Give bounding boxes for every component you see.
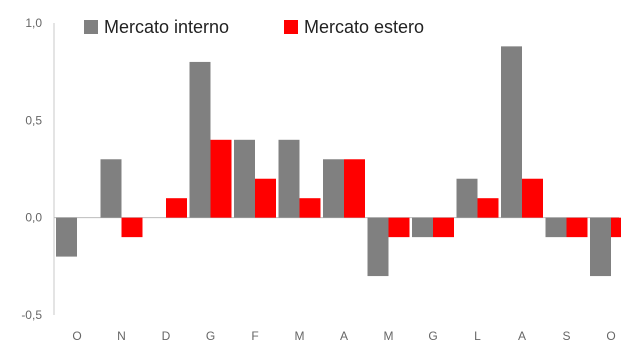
labels-layer: 1,0 0,5 0,0 -0,5 O N D G F M A M G L A S O (21, 16, 615, 343)
legend-swatch-mercato-interno (84, 20, 98, 34)
x-tick-label: F (251, 329, 258, 343)
bar-mercato-interno (367, 217, 389, 277)
bar-mercato-interno (100, 159, 122, 218)
bar-mercato-interno (234, 139, 255, 218)
y-tick-label: 0,5 (25, 113, 42, 127)
y-tick-label: 0,0 (25, 211, 42, 225)
bar-mercato-interno (545, 217, 567, 238)
bar-mercato-interno (189, 61, 211, 218)
bar-mercato-estero (299, 198, 321, 218)
bar-mercato-interno (590, 217, 611, 277)
x-tick-label: N (117, 329, 126, 343)
bar-mercato-estero (121, 217, 143, 238)
legend: Mercato interno Mercato estero (84, 17, 424, 37)
x-tick-label: D (162, 329, 171, 343)
x-tick-label: O (606, 329, 615, 343)
y-tick-label: -0,5 (21, 308, 42, 322)
x-tick-label: L (474, 329, 481, 343)
bar-mercato-estero (522, 178, 543, 218)
bar-mercato-interno (278, 139, 300, 218)
x-tick-label: S (562, 329, 570, 343)
bar-mercato-estero (477, 198, 499, 218)
x-tick-label: A (340, 329, 348, 343)
bar-mercato-estero (566, 217, 588, 238)
legend-label-mercato-estero: Mercato estero (304, 17, 424, 37)
bar-mercato-interno (501, 46, 522, 218)
bar-mercato-estero (388, 217, 410, 238)
bar-mercato-estero (433, 217, 454, 238)
x-tick-label: A (518, 329, 526, 343)
bar-mercato-estero (255, 178, 276, 218)
x-tick-label: M (384, 329, 394, 343)
bar-mercato-estero (166, 198, 187, 218)
bar-mercato-interno (323, 159, 344, 218)
x-tick-label: M (295, 329, 305, 343)
bar-mercato-estero (611, 217, 621, 238)
y-tick-label: 1,0 (25, 16, 42, 30)
bar-mercato-interno (56, 217, 77, 257)
bar-mercato-estero (210, 139, 232, 218)
bars-layer (56, 46, 621, 277)
x-tick-label: G (206, 329, 215, 343)
legend-swatch-mercato-estero (284, 20, 298, 34)
x-tick-label: O (72, 329, 81, 343)
x-tick-label: G (428, 329, 437, 343)
bar-mercato-estero (344, 159, 365, 218)
bar-mercato-interno (412, 217, 433, 238)
legend-label-mercato-interno: Mercato interno (104, 17, 229, 37)
bar-mercato-interno (456, 178, 478, 218)
